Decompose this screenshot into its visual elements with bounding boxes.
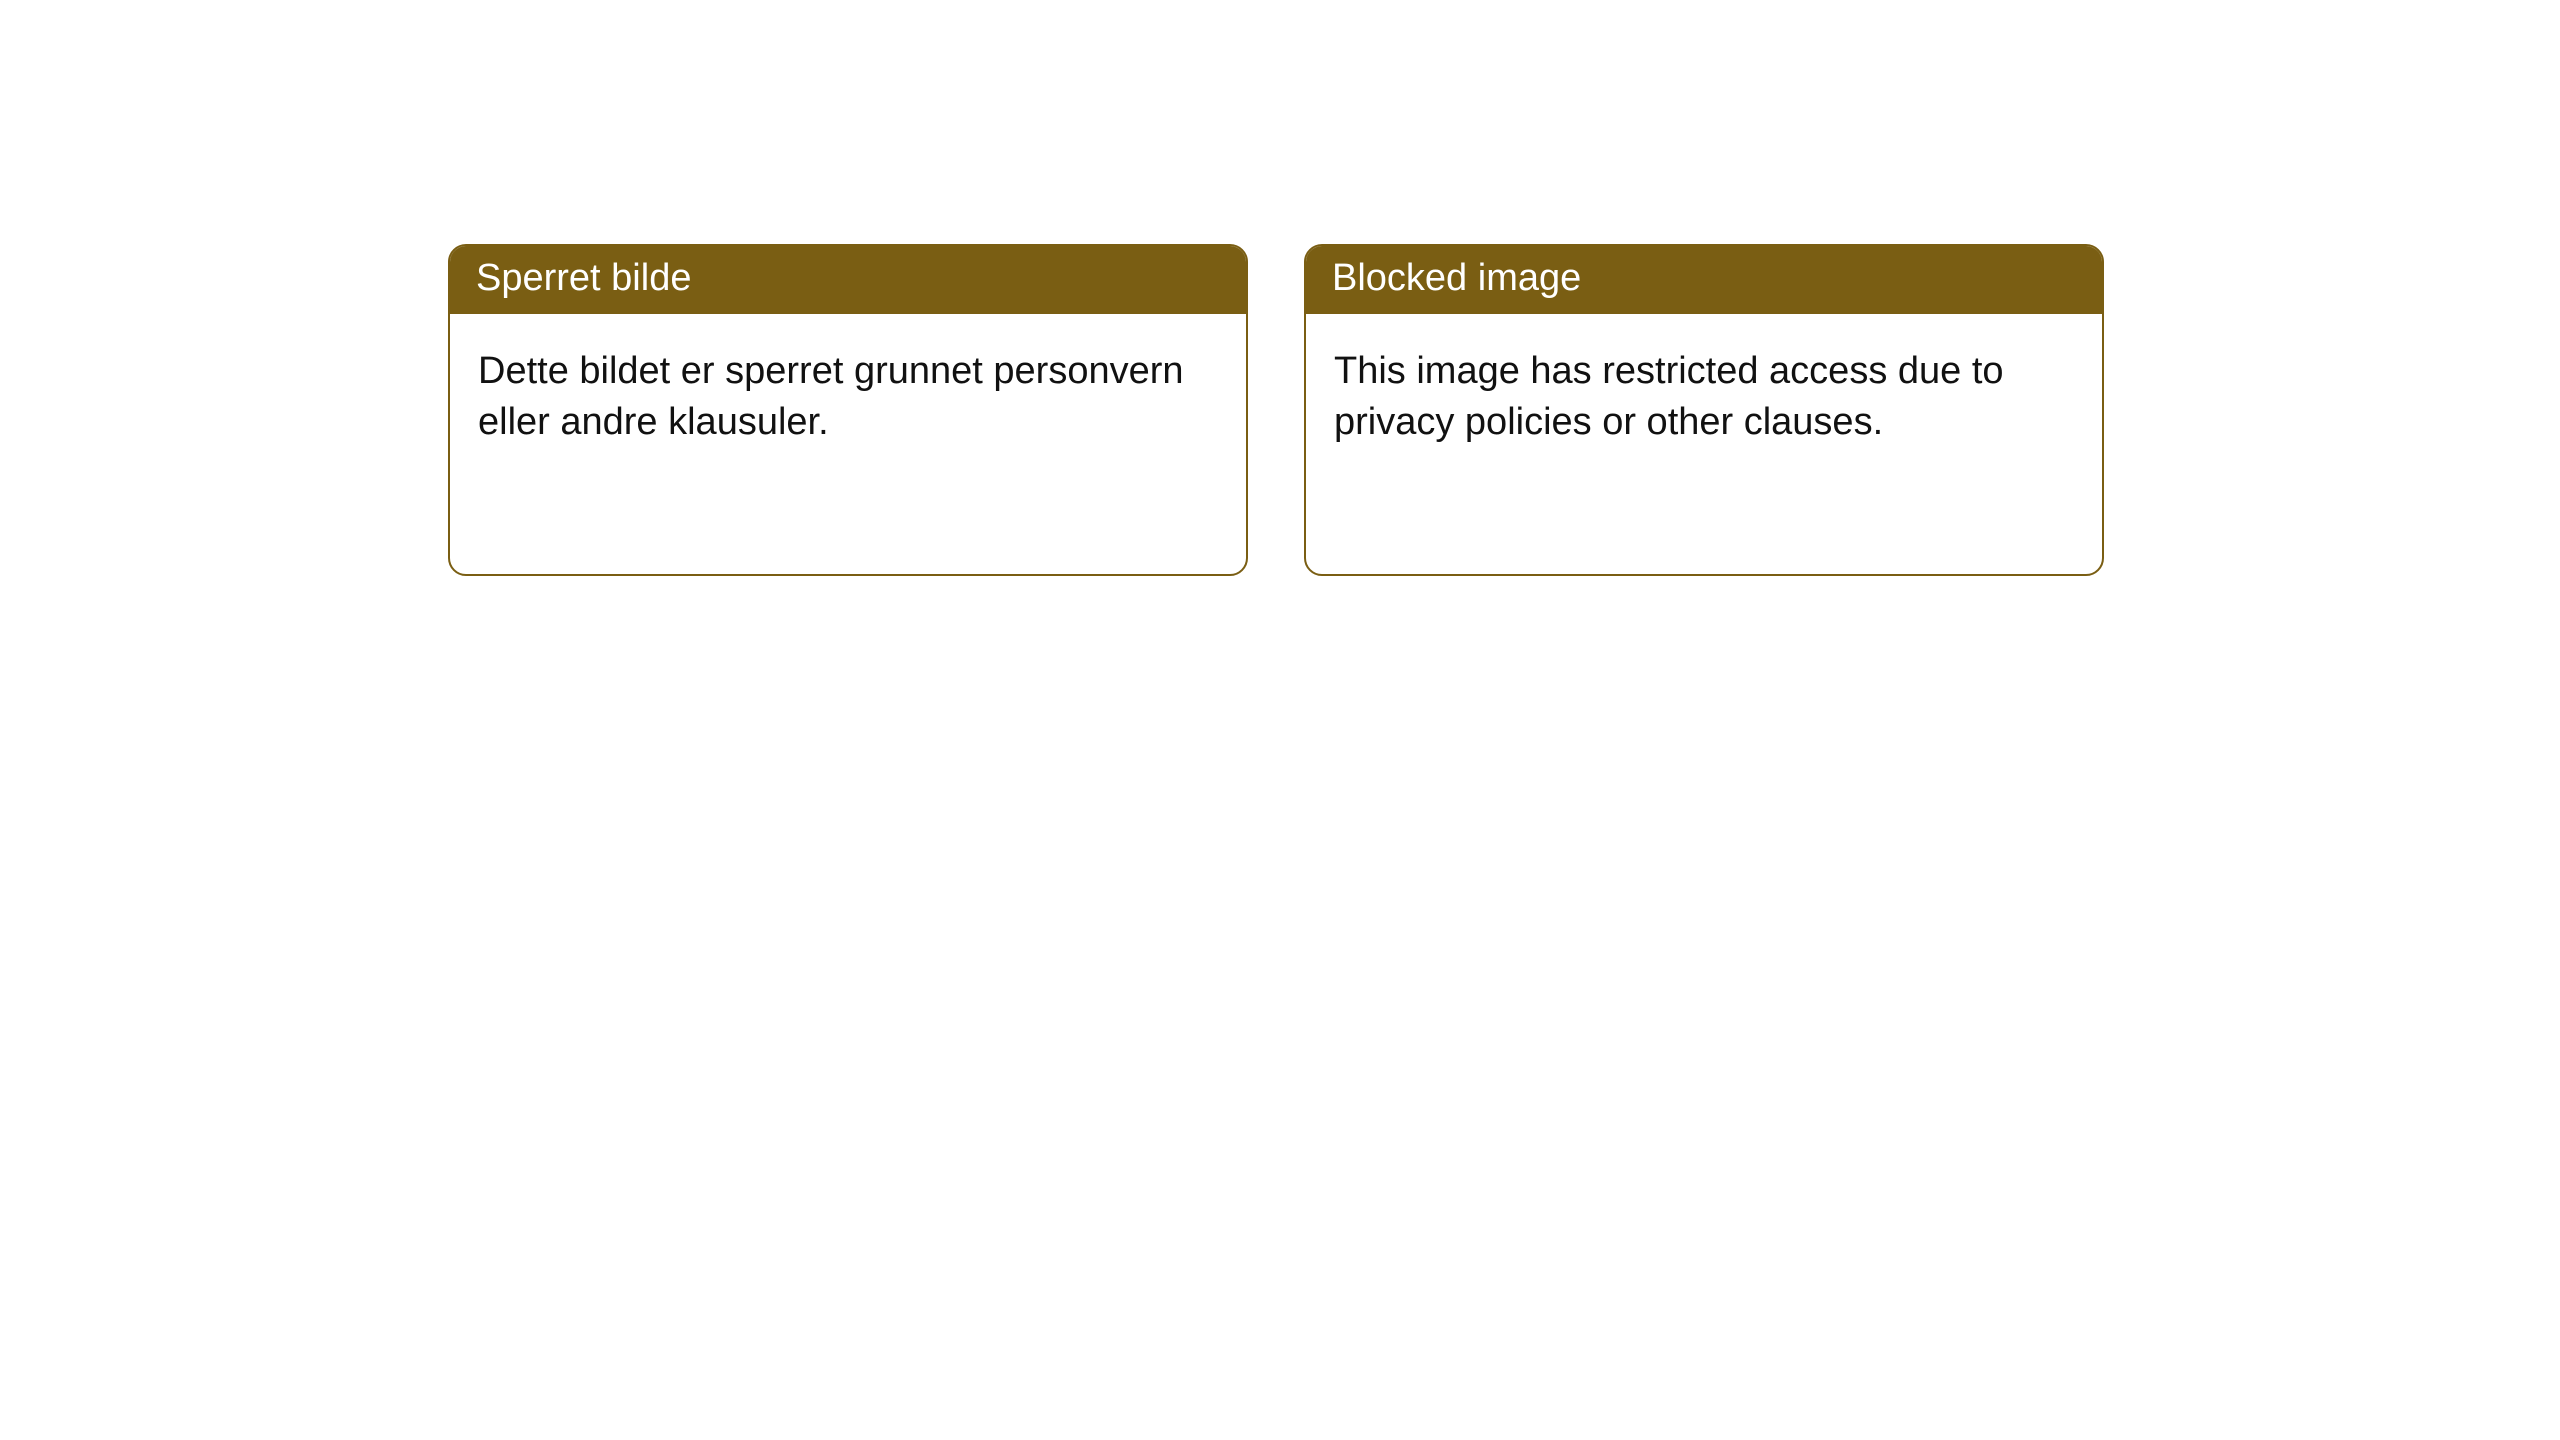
notice-title: Sperret bilde <box>476 257 691 299</box>
notice-card-header: Blocked image <box>1306 246 2102 314</box>
notice-card-header: Sperret bilde <box>450 246 1246 314</box>
notice-title: Blocked image <box>1332 257 1581 299</box>
notice-message: Dette bildet er sperret grunnet personve… <box>478 350 1184 443</box>
notice-container: Sperret bilde Dette bildet er sperret gr… <box>0 0 2560 576</box>
notice-card-body: This image has restricted access due to … <box>1306 314 2102 481</box>
notice-card-body: Dette bildet er sperret grunnet personve… <box>450 314 1246 481</box>
notice-card-norwegian: Sperret bilde Dette bildet er sperret gr… <box>448 244 1248 576</box>
notice-message: This image has restricted access due to … <box>1334 350 2004 443</box>
notice-card-english: Blocked image This image has restricted … <box>1304 244 2104 576</box>
